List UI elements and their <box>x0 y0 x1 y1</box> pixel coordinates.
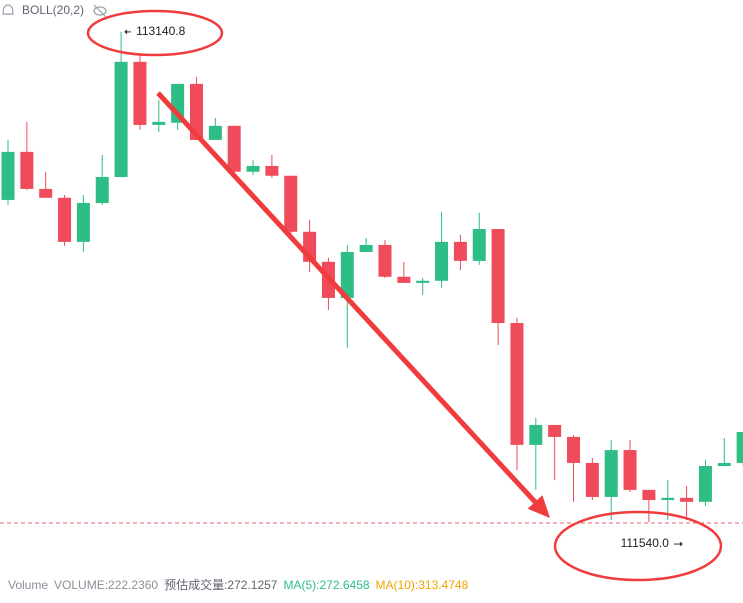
candle-body <box>39 188 53 198</box>
highlight-ellipse <box>553 510 723 582</box>
candle-body <box>340 251 354 298</box>
candle-body <box>208 125 222 140</box>
candle-body <box>435 241 449 281</box>
candle-body <box>76 202 90 242</box>
candle-body <box>378 244 392 277</box>
bell-icon[interactable] <box>2 4 14 15</box>
candle-body <box>284 175 298 232</box>
candle-body <box>453 241 467 261</box>
candle-body <box>227 125 241 172</box>
max-label: 113140.8 <box>136 24 185 38</box>
indicator-label: BOLL(20,2) <box>22 3 84 17</box>
candle-body <box>416 280 430 283</box>
candle-body <box>548 424 562 437</box>
candle-body <box>604 450 618 497</box>
candle-body <box>152 121 166 125</box>
candle-body <box>642 489 656 500</box>
candle-body <box>585 462 599 497</box>
highlight-ellipse <box>86 9 224 57</box>
min-label: 111540.0 <box>621 536 670 550</box>
volume-legend: Volume VOLUME:222.2360 预估成交量:272.1257 MA(5)… <box>8 576 474 593</box>
candle-body <box>529 424 543 445</box>
candle-body <box>661 497 675 500</box>
candle-body <box>510 323 524 445</box>
legend-item: MA(10):313.4748 <box>375 578 469 592</box>
candle-body <box>623 450 637 490</box>
candle-body <box>20 151 34 189</box>
candle-body <box>58 197 72 242</box>
candle-body <box>717 462 731 467</box>
legend-item: 预估成交量:272.1257 <box>164 578 278 592</box>
max-pointer-head <box>124 29 128 35</box>
trend-arrow-head <box>527 495 550 518</box>
candle-body <box>1 151 15 200</box>
eye-slash <box>93 4 107 18</box>
legend-item: VOLUME:222.2360 <box>54 578 159 592</box>
candle-body <box>133 61 147 125</box>
candle-body <box>190 83 203 140</box>
candle-body <box>359 244 373 252</box>
annotations <box>86 9 723 582</box>
candle-body <box>397 276 411 283</box>
candle-body <box>265 165 279 176</box>
candle-body <box>567 436 580 463</box>
candle-body <box>114 61 128 177</box>
candle-body <box>95 176 109 203</box>
candle-body <box>680 497 694 502</box>
candle-body <box>698 466 712 502</box>
min-pointer-head <box>679 541 683 547</box>
legend-item: Volume <box>8 578 49 592</box>
candle-body <box>491 229 505 324</box>
indicator-icons <box>2 4 107 18</box>
candles <box>1 31 743 523</box>
eye-icon[interactable] <box>93 6 107 16</box>
candle-body <box>472 229 486 261</box>
candle-body <box>246 165 260 172</box>
trend-arrow <box>156 91 539 506</box>
candle-body <box>736 432 743 463</box>
legend-item: MA(5):272.6458 <box>283 578 370 592</box>
